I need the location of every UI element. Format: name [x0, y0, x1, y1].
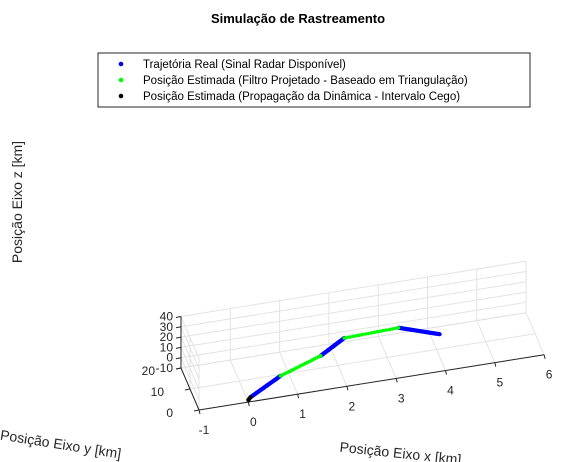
legend: Trajetória Real (Sinal Radar Disponível)… — [97, 52, 531, 108]
z-tick-mark — [175, 336, 182, 339]
z-tick-mark — [175, 367, 182, 370]
data-point-series-2 — [366, 331, 371, 336]
x-tick-mark — [445, 370, 447, 375]
z-tick-label: 10 — [160, 340, 174, 354]
legend-box — [97, 52, 531, 108]
x-tick-mark — [494, 362, 497, 367]
x-tick-label: 5 — [496, 376, 503, 390]
data-point-series-2 — [387, 327, 392, 332]
data-point-series-2 — [372, 330, 377, 335]
z-tick-label: 0 — [166, 351, 173, 365]
grid-side-z — [180, 347, 200, 390]
grid-back-z — [180, 312, 527, 369]
legend-label-3: Posição Estimada (Propagação da Dinâmica… — [143, 91, 460, 103]
legend-label-1: Trajetória Real (Sinal Radar Disponível) — [143, 59, 346, 71]
z-tick-mark — [175, 316, 182, 318]
data-point-series-2 — [363, 332, 368, 336]
y-tick-label: 0 — [166, 406, 173, 420]
data-point-series-2 — [342, 336, 347, 340]
legend-marker-3 — [118, 93, 124, 99]
z-tick-label: 20 — [160, 330, 174, 344]
data-point-series-2 — [375, 329, 380, 334]
z-axis-label: Posição Eixo z [km] — [9, 141, 25, 263]
grid-back-z — [180, 301, 527, 359]
axes-lines — [180, 316, 545, 411]
y-tick-mark — [184, 388, 191, 391]
grid-back-z — [180, 281, 527, 338]
data-point-series-1 — [437, 332, 442, 337]
grid-side-z — [180, 326, 200, 369]
data-point-series-2 — [393, 326, 398, 331]
z-tick-label: -10 — [156, 361, 174, 375]
data-point-series-2 — [390, 327, 395, 331]
data-point-series-2 — [369, 331, 374, 335]
data-point-series-2 — [318, 354, 323, 358]
z-tick-mark — [175, 326, 182, 329]
x-tick-label: 0 — [250, 415, 257, 429]
x-tick-mark — [395, 378, 398, 383]
grid-side-z — [180, 316, 200, 359]
grid-back-z — [180, 260, 527, 317]
x-tick-label: -1 — [199, 423, 210, 437]
grid-back-z — [180, 291, 527, 348]
x-tick-mark — [198, 409, 201, 415]
z-tick-label: 30 — [160, 320, 174, 334]
z-tick-mark — [175, 346, 182, 349]
x-tick-label: 2 — [349, 399, 356, 413]
grid-side-z — [180, 336, 200, 380]
data-point-series-2 — [384, 328, 389, 332]
z-tick-mark — [175, 357, 182, 360]
data-point-series-3 — [248, 395, 253, 400]
data-point-series-2 — [345, 335, 350, 340]
x-tick-label: 1 — [299, 407, 306, 421]
legend-marker-1 — [118, 61, 124, 67]
chart-title: Simulação de Rastreamento — [211, 11, 385, 26]
x-tick-mark — [297, 394, 300, 399]
x-tick-mark — [247, 401, 250, 407]
y-tick-mark — [193, 409, 200, 412]
legend-marker-2 — [118, 77, 124, 83]
z-tick-label: 40 — [160, 310, 174, 324]
x-axis-line — [198, 354, 545, 411]
data-point-series-2 — [378, 329, 383, 334]
legend-label-2: Posição Estimada (Filtro Projetado - Bas… — [143, 75, 468, 87]
grid-side-z — [180, 357, 200, 400]
y-tick-label: 10 — [151, 385, 165, 399]
grid-back-z — [180, 271, 527, 328]
data-point-series-2 — [357, 333, 362, 338]
x-tick-mark — [543, 354, 546, 359]
data-point-series-2 — [354, 333, 359, 338]
x-tick-label: 6 — [546, 368, 553, 382]
data-points — [246, 325, 442, 403]
x-axis-label: Posição Eixo x [km] — [339, 439, 462, 462]
grid-floor-y — [189, 333, 536, 390]
data-point-series-2 — [381, 328, 386, 333]
data-point-series-2 — [396, 326, 401, 330]
x-tick-mark — [346, 386, 349, 391]
data-point-series-2 — [360, 332, 365, 337]
data-point-series-2 — [348, 335, 353, 339]
data-point-series-2 — [351, 334, 356, 339]
y-axis-label: Posição Eixo y [km] — [0, 427, 122, 462]
x-tick-label: 3 — [398, 391, 405, 405]
y-tick-label: 20 — [142, 364, 156, 378]
x-tick-label: 4 — [447, 384, 454, 398]
